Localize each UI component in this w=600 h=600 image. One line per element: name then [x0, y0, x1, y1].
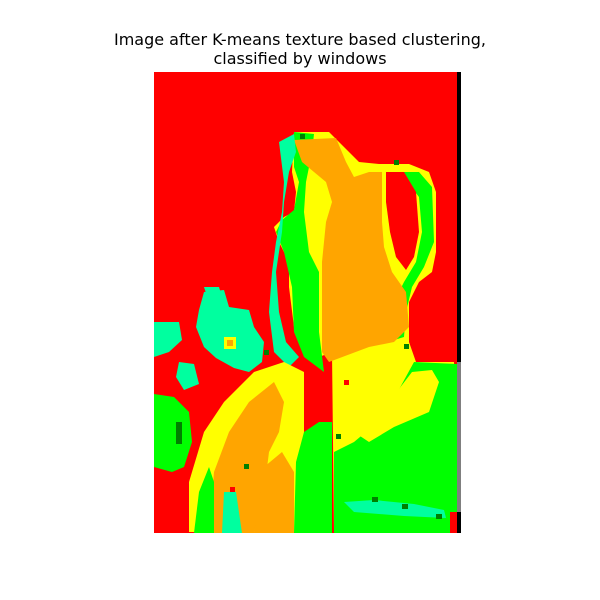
pitcher-aqua-left	[269, 134, 299, 367]
pitcher-handle-hole	[386, 172, 419, 270]
table-yellow-patches	[354, 370, 439, 442]
pitcher-body-orange	[294, 138, 409, 362]
figure-title: Image after K-means texture based cluste…	[113, 30, 486, 68]
flower-center-orange	[227, 340, 233, 346]
foliage-left-darkgreen	[176, 422, 182, 444]
speck-4	[264, 350, 269, 355]
right-edge-black	[457, 72, 461, 533]
vase-aqua-bottom	[222, 492, 242, 533]
speck-6	[336, 434, 341, 439]
speck-7	[230, 487, 235, 492]
flower-bud-aqua	[204, 287, 222, 302]
flower-aqua	[196, 290, 264, 372]
speck-3	[404, 344, 409, 349]
table-darkgreen-1	[372, 497, 378, 502]
speck-5	[344, 380, 349, 385]
table-darkgreen-3	[436, 514, 442, 519]
pitcher-left-green	[276, 132, 324, 372]
speck-8	[244, 464, 249, 469]
cluster-map-svg	[154, 72, 461, 533]
vase-green-right	[294, 422, 332, 533]
vase-orange-bottom	[254, 452, 294, 533]
bottom-right-red	[450, 512, 457, 533]
left-mid-aqua	[176, 362, 199, 390]
foliage-left-green	[154, 394, 192, 472]
table-aqua-band	[344, 500, 446, 518]
speck-1	[300, 134, 305, 139]
table-darkgreen-2	[402, 504, 408, 509]
speck-2	[394, 160, 399, 165]
vase-green-strip	[194, 467, 214, 533]
right-edge-gray	[457, 362, 461, 512]
left-edge-aqua	[154, 322, 182, 357]
cluster-map-image	[154, 72, 461, 533]
